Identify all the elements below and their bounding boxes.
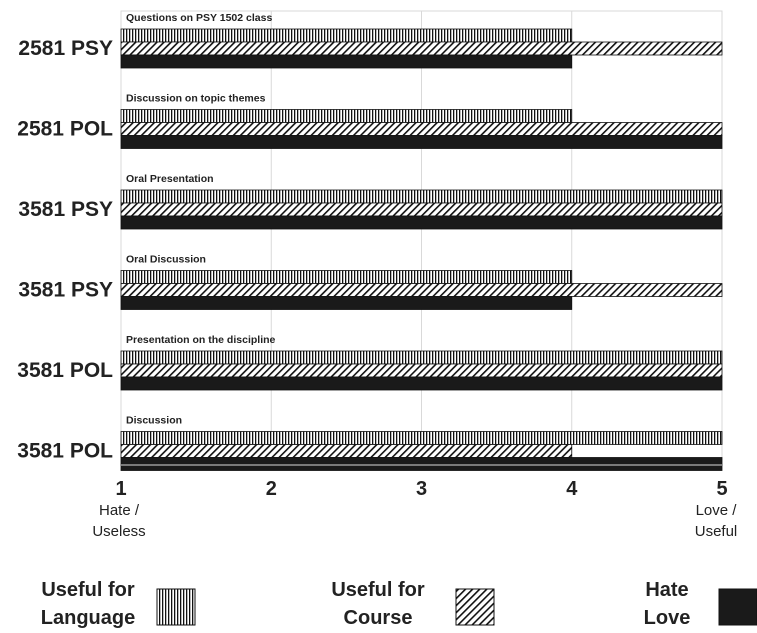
group-title: Presentation on the discipline [126,334,276,346]
bar [120,376,723,391]
bar [120,457,723,471]
category-label: 3581 POL [17,440,113,463]
bars [120,28,723,471]
legend-swatch [455,588,495,626]
group-title: Discussion [126,415,182,427]
bar [120,296,573,310]
x-tick-label: 1 [115,478,126,500]
x-end-label-right: Love / [696,502,738,519]
legend-label: Useful for [41,579,135,601]
x-end-label-left: Useless [92,523,145,540]
bar [120,444,573,458]
group-title: Questions on PSY 1502 class [126,12,272,24]
category-label: 3581 POL [17,359,113,382]
bar [120,28,573,43]
category-label: 3581 PSY [18,279,113,302]
bar [120,215,723,230]
bar [120,109,573,123]
x-end-label-right: Useful [695,523,738,540]
legend-label: Love [644,607,691,629]
bar [120,189,723,204]
legend-label: Course [344,607,413,629]
bar [120,363,723,378]
group-title: Oral Discussion [126,254,206,266]
category-label: 2581 PSY [18,37,113,60]
group-title: Oral Presentation [126,173,214,185]
x-tick-label: 5 [716,478,727,500]
group-title: Discussion on topic themes [126,93,266,105]
bar [120,283,723,297]
legend-swatch [718,588,757,626]
x-end-label-left: Hate / [99,502,140,519]
bar [120,41,723,56]
x-tick-label: 3 [416,478,427,500]
x-axis: 1 2 3 4 5 Hate / Useless Love / Useful [92,464,738,540]
x-tick-label: 2 [266,478,277,500]
bar [120,54,573,69]
legend-label: Hate [645,579,688,601]
legend: Useful for Language Useful for Course Hate Lo… [41,579,757,629]
bar [120,350,723,365]
legend-label: Language [41,607,135,629]
bar [120,122,723,136]
category-label: 3581 PSY [18,198,113,221]
bar [120,202,723,217]
category-labels: Questions on PSY 1502 class 2581 PSY Discu… [17,12,275,463]
x-tick-label: 4 [566,478,578,500]
category-label: 2581 POL [17,118,113,141]
bar [120,431,723,445]
bar [120,270,573,284]
legend-swatch [156,588,196,626]
bar [120,135,723,149]
legend-label: Useful for [331,579,425,601]
grid-lines [270,11,573,465]
